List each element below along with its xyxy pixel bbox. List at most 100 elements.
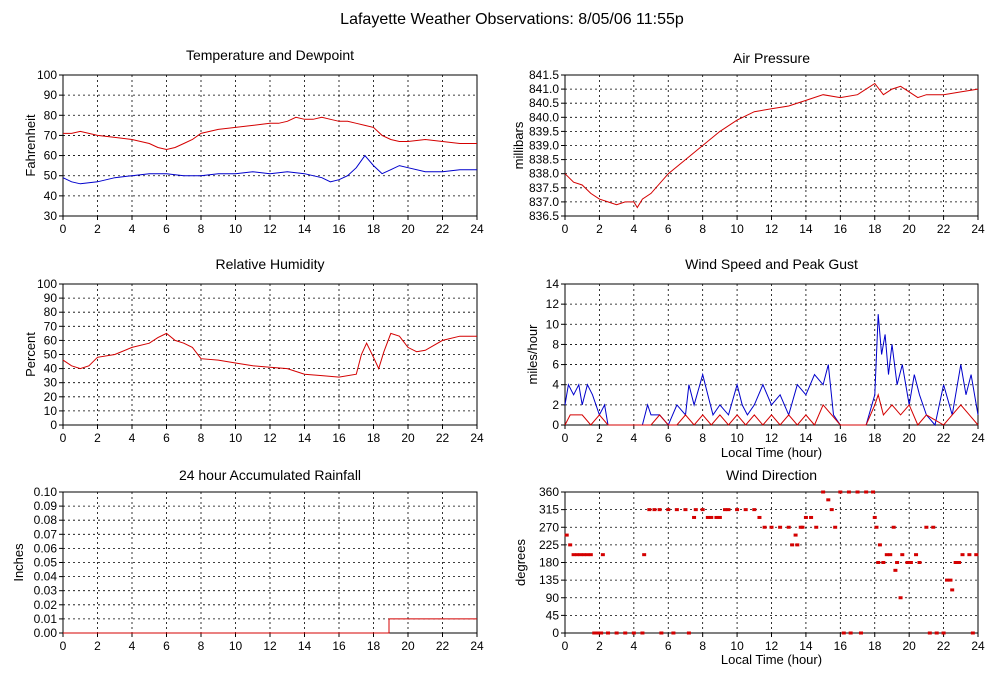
humidity-xtick-label: 8: [198, 431, 205, 445]
direction-point-0-52: [798, 525, 803, 529]
direction-point-0-78: [908, 561, 913, 564]
temp-ytick-label: 60: [44, 149, 58, 163]
temp-ytick-label: 50: [44, 169, 58, 183]
direction-point-0-26: [671, 631, 676, 635]
temp-xtick-label: 12: [263, 222, 277, 236]
humidity-series-0: [62, 332, 477, 378]
humidity-ytick-label: 50: [44, 348, 58, 362]
direction-point-0-38: [743, 508, 748, 512]
rain-xtick-label: 24: [470, 639, 484, 653]
wind-ytick-label: 2: [552, 398, 559, 412]
rain-panel: 0 2 4 6 8 10 12 14 16 18 20 22 240.000.010.020.030.0…: [11, 467, 484, 653]
wind-xlabel: Local Time (hour): [721, 445, 822, 460]
direction-xtick-label: 14: [799, 639, 813, 653]
wind-xtick-label: 22: [937, 431, 951, 445]
rain-xtick-label: 12: [263, 639, 277, 653]
humidity-ylabel: Percent: [23, 332, 38, 377]
temp-xtick-label: 6: [163, 222, 170, 236]
pressure-xtick-label: 10: [730, 222, 744, 236]
temp-ytick-label: 90: [44, 88, 58, 102]
humidity-ytick-label: 30: [44, 376, 58, 390]
pressure-xtick-label: 14: [799, 222, 813, 236]
direction-point-0-89: [953, 561, 958, 564]
temp-xtick-label: 8: [198, 222, 205, 236]
direction-point-0-15: [623, 631, 628, 635]
pressure-ytick-label: 838.0: [529, 167, 559, 181]
temp-xtick-label: 20: [401, 222, 415, 236]
direction-point-0-83: [927, 631, 932, 635]
rain-xtick-label: 2: [94, 639, 101, 653]
pressure-xtick-label: 12: [765, 222, 779, 236]
direction-point-0-69: [884, 553, 889, 557]
rain-ytick-label: 0.03: [34, 584, 58, 598]
direction-ytick-label: 90: [546, 591, 560, 605]
rain-ytick-label: 0.06: [34, 541, 58, 555]
humidity-ytick-label: 10: [44, 404, 58, 418]
direction-point-0-71: [876, 561, 881, 564]
humidity-xtick-label: 20: [401, 431, 415, 445]
direction-point-0-6: [585, 553, 590, 557]
direction-ytick-label: 225: [539, 538, 559, 552]
direction-ytick-label: 270: [539, 520, 559, 534]
temp-title: Temperature and Dewpoint: [186, 47, 354, 63]
direction-xtick-label: 18: [868, 639, 882, 653]
wind-ylabel: miles/hour: [525, 324, 540, 385]
rain-xtick-label: 0: [60, 639, 67, 653]
temp-xtick-label: 22: [436, 222, 450, 236]
rain-ytick-label: 0.04: [34, 570, 58, 584]
direction-point-0-42: [769, 525, 774, 529]
direction-point-0-73: [895, 561, 900, 564]
direction-point-0-24: [683, 508, 688, 512]
direction-xtick-label: 8: [699, 639, 706, 653]
direction-point-0-56: [833, 525, 838, 529]
direction-point-0-72: [891, 525, 896, 529]
temp-xtick-label: 14: [298, 222, 312, 236]
humidity-xtick-label: 22: [436, 431, 450, 445]
direction-point-0-59: [855, 490, 860, 494]
direction-point-0-12: [599, 631, 604, 635]
temp-series-0: [63, 116, 477, 151]
humidity-ytick-label: 0: [50, 418, 57, 432]
rain-xtick-label: 16: [332, 639, 346, 653]
direction-point-0-60: [864, 490, 869, 494]
rain-xtick-label: 18: [367, 639, 381, 653]
direction-point-0-81: [924, 525, 929, 529]
direction-xtick-label: 0: [562, 639, 569, 653]
temp-ytick-label: 100: [37, 68, 57, 82]
direction-point-0-22: [666, 508, 671, 512]
pressure-xtick-label: 22: [937, 222, 951, 236]
pressure-xtick-label: 18: [868, 222, 882, 236]
wind-xtick-label: 20: [902, 431, 916, 445]
pressure-xtick-label: 4: [630, 222, 637, 236]
temp-xtick-label: 18: [367, 222, 381, 236]
direction-point-0-33: [726, 508, 731, 512]
direction-point-0-54: [826, 498, 831, 502]
humidity-xtick-label: 24: [470, 431, 484, 445]
direction-title: Wind Direction: [726, 467, 817, 483]
humidity-xtick-label: 0: [60, 431, 67, 445]
direction-point-0-91: [960, 553, 965, 557]
wind-xtick-label: 4: [630, 431, 637, 445]
direction-point-0-65: [872, 515, 877, 519]
direction-xtick-label: 6: [665, 639, 672, 653]
humidity-xtick-label: 6: [163, 431, 170, 445]
direction-point-0-75: [893, 568, 898, 572]
direction-xtick-label: 24: [971, 639, 985, 653]
direction-point-0-84: [934, 631, 939, 635]
humidity-xtick-label: 2: [94, 431, 101, 445]
rain-series-0: [63, 618, 477, 634]
temp-xtick-label: 0: [60, 222, 67, 236]
humidity-xtick-label: 14: [298, 431, 312, 445]
rain-ytick-label: 0.10: [34, 485, 58, 499]
direction-ytick-label: 45: [546, 608, 560, 622]
direction-point-0-20: [652, 508, 657, 512]
direction-point-0-51: [793, 533, 798, 537]
direction-xtick-label: 16: [834, 639, 848, 653]
rain-ytick-label: 0.01: [34, 612, 58, 626]
direction-point-0-2: [571, 553, 576, 557]
direction-point-0-77: [905, 561, 910, 564]
direction-point-0-25: [659, 631, 664, 635]
direction-point-0-13: [606, 631, 611, 635]
direction-point-0-32: [717, 515, 722, 519]
